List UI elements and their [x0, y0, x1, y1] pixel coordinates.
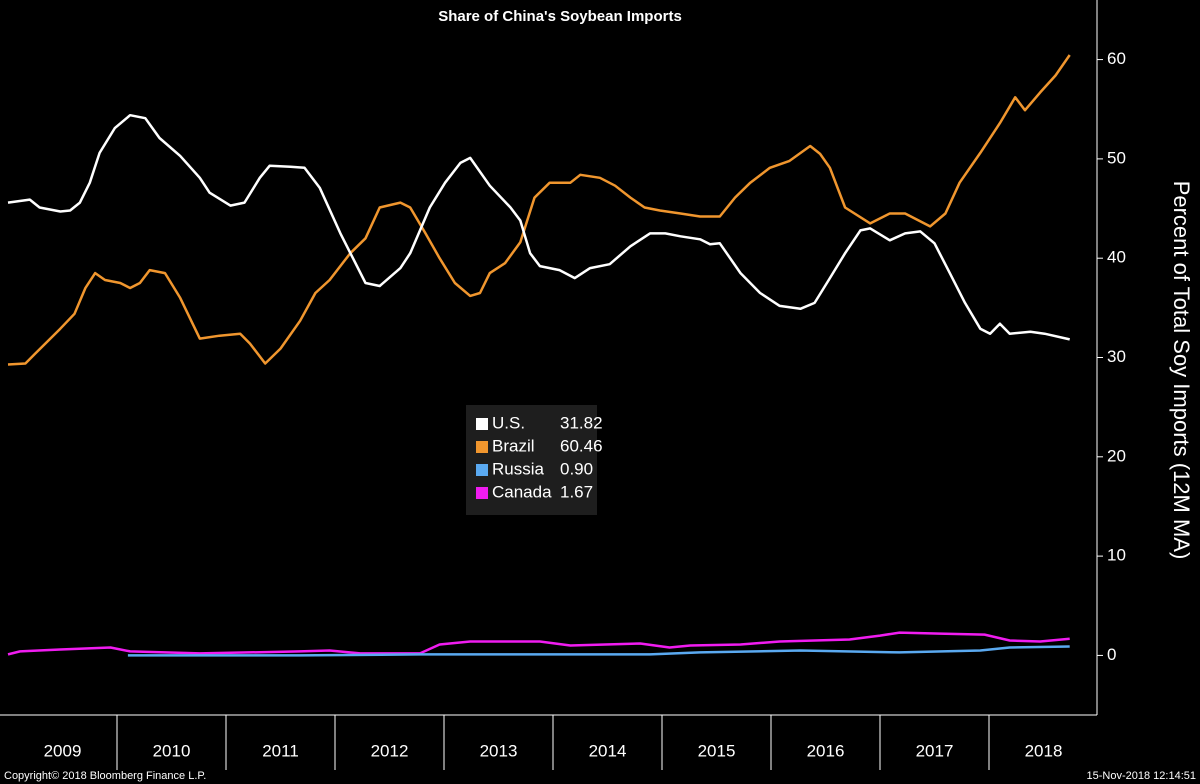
- series-line: [7, 631, 1070, 656]
- legend-value: 1.67: [560, 482, 593, 501]
- y-tick-label: 0: [1107, 645, 1116, 664]
- x-tick-label: 2016: [807, 741, 845, 760]
- x-tick-label: 2014: [589, 741, 627, 760]
- legend-value: 0.90: [560, 459, 593, 478]
- x-tick-label: 2011: [262, 741, 299, 760]
- legend-swatch: [476, 441, 488, 453]
- series-line: [7, 113, 1070, 341]
- x-tick-label: 2010: [153, 741, 191, 760]
- x-tick-label: 2017: [916, 741, 954, 760]
- footer-timestamp: 15-Nov-2018 12:14:51: [1087, 770, 1196, 782]
- x-tick-label: 2013: [480, 741, 518, 760]
- legend-value: 60.46: [560, 436, 603, 455]
- legend-value: 31.82: [560, 413, 603, 432]
- legend-label: Canada: [492, 482, 552, 501]
- x-tick-label: 2018: [1025, 741, 1063, 760]
- series-line: [7, 54, 1071, 366]
- chart-title: Share of China's Soybean Imports: [438, 8, 682, 25]
- legend-label: Brazil: [492, 436, 535, 455]
- footer-copyright: Copyright© 2018 Bloomberg Finance L.P.: [4, 770, 206, 782]
- legend-swatch: [476, 464, 488, 476]
- y-tick-label: 30: [1107, 347, 1126, 366]
- y-tick-label: 10: [1107, 546, 1126, 565]
- y-axis-label: Percent of Total Soy Imports (12M MA): [1169, 181, 1194, 560]
- y-tick-label: 50: [1107, 148, 1126, 167]
- y-tick-label: 40: [1107, 248, 1126, 267]
- x-tick-label: 2012: [371, 741, 409, 760]
- legend-label: Russia: [492, 459, 545, 478]
- legend-swatch: [476, 418, 488, 430]
- legend-label: U.S.: [492, 413, 525, 432]
- x-tick-label: 2015: [698, 741, 736, 760]
- x-tick-label: 2009: [44, 741, 82, 760]
- legend-swatch: [476, 487, 488, 499]
- y-tick-label: 60: [1107, 49, 1126, 68]
- series-line: [127, 645, 1070, 657]
- y-tick-label: 20: [1107, 446, 1126, 465]
